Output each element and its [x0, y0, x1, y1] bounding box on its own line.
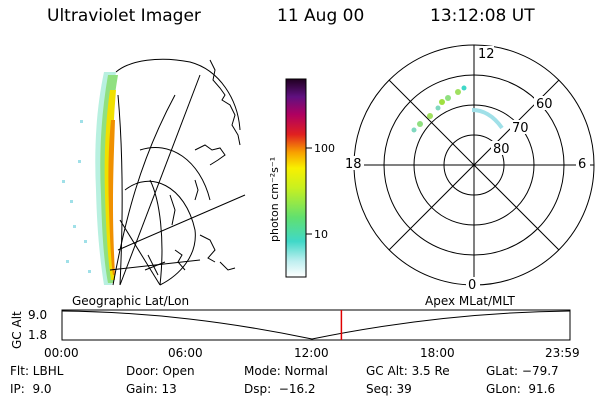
altitude-curve [61, 310, 571, 340]
mlt-label-6: 6 [578, 157, 586, 172]
door-field: Door: Open [126, 364, 195, 378]
timeline-x-tick: 23:59 [545, 346, 580, 360]
colorbar-tick-100: 100 [314, 142, 335, 155]
gain-field: Gain: 13 [126, 382, 177, 396]
mlt-label-18: 18 [345, 157, 362, 172]
mlt-label-12: 12 [478, 47, 495, 62]
timeline-y-tick-top: 9.0 [28, 308, 47, 322]
colorbar-label: photon cm⁻²s⁻¹ [268, 157, 281, 242]
dsp-field: Dsp: −16.2 [244, 382, 316, 396]
timeline-y-tick-bottom: 1.8 [28, 328, 47, 342]
time-label: 13:12:08 UT [430, 6, 535, 26]
timeline-x-tick: 12:00 [294, 346, 329, 360]
gc-alt-field: GC Alt: 3.5 Re [366, 364, 450, 378]
lat-label-60: 60 [536, 97, 553, 112]
timeline-right-title: Apex MLat/MLT [425, 294, 515, 308]
timeline-x-tick: 06:00 [168, 346, 203, 360]
mode-field: Mode: Normal [244, 364, 328, 378]
timeline-y-label: GC Alt [10, 311, 24, 349]
timeline-x-tick: 00:00 [44, 346, 79, 360]
polar-labels: 12 18 6 0 60 70 80 [344, 46, 590, 293]
colorbar-scale [285, 78, 307, 278]
timeline-plot: Geographic Lat/Lon Apex MLat/MLT GC Alt … [10, 294, 580, 360]
geo-grid [109, 58, 246, 286]
timeline-x-tick: 18:00 [420, 346, 455, 360]
instrument-title: Ultraviolet Imager [47, 6, 201, 26]
glat-field: GLat: −79.7 [486, 364, 559, 378]
seq-field: Seq: 39 [366, 382, 412, 396]
earth-image [62, 58, 246, 286]
timeline-frame [61, 309, 571, 341]
colorbar-tick-10: 10 [314, 228, 328, 241]
polar-aurora [411, 85, 504, 133]
lat-label-80: 80 [493, 142, 510, 157]
filter-field: Flt: LBHL [10, 364, 64, 378]
colorbar: 100 10 photon cm⁻²s⁻¹ [268, 78, 335, 278]
coastlines [169, 59, 241, 271]
lat-label-70: 70 [512, 121, 529, 136]
scattered-pixels [62, 120, 91, 273]
ip-field: IP: 9.0 [10, 382, 52, 396]
glon-field: GLon: 91.6 [486, 382, 556, 396]
timeline-left-title: Geographic Lat/Lon [72, 294, 189, 308]
polar-plot [353, 44, 595, 286]
aurora-limb-emission [95, 72, 118, 285]
date-label: 11 Aug 00 [277, 6, 365, 26]
mlt-label-0: 0 [468, 278, 476, 293]
pole-marker [147, 254, 159, 276]
